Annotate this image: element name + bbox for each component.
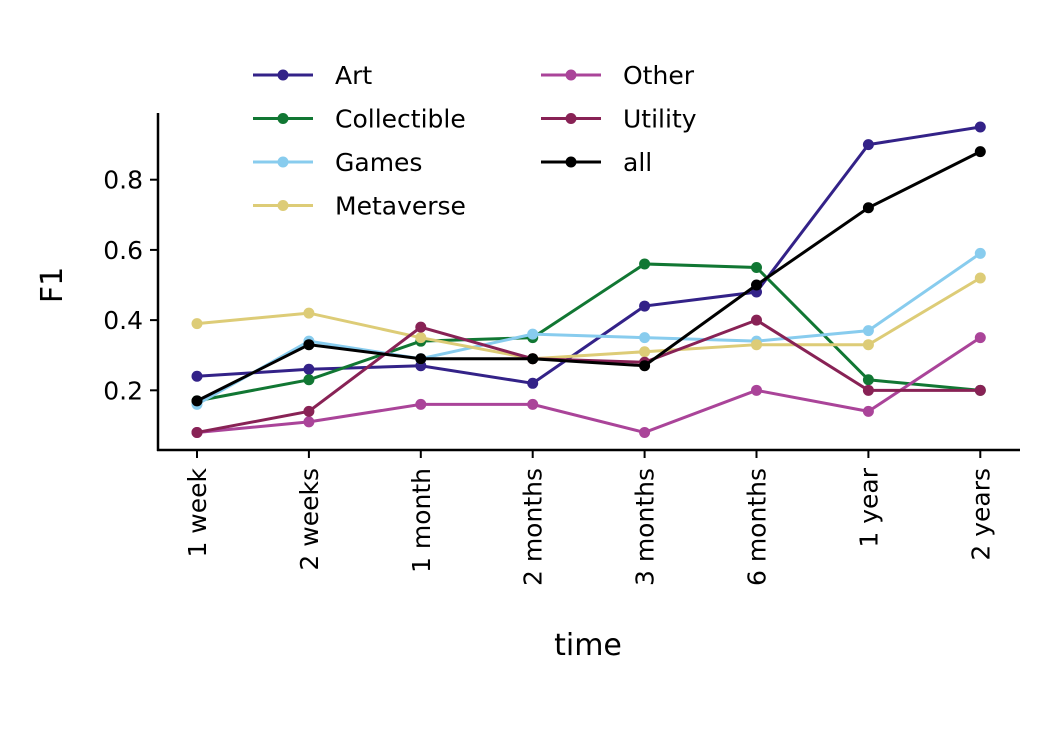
- point: [751, 339, 762, 351]
- point: [751, 279, 762, 291]
- x-tick-label: 1 month: [407, 468, 436, 573]
- legend-marker: [277, 69, 289, 81]
- point: [191, 318, 203, 330]
- y-axis-label: F1: [35, 267, 70, 303]
- series-line: [196, 125, 981, 385]
- point: [415, 332, 427, 344]
- point: [191, 426, 203, 438]
- point: [303, 363, 315, 375]
- legend-marker: [277, 200, 289, 211]
- legend-label: Metaverse: [335, 192, 466, 221]
- point: [862, 405, 874, 417]
- point: [415, 353, 427, 365]
- point: [862, 325, 874, 337]
- point: [303, 416, 315, 428]
- y-tick-label: 0.8: [103, 166, 143, 195]
- point: [191, 370, 203, 382]
- point: [639, 426, 651, 438]
- point: [303, 307, 315, 319]
- y-tick-label: 0.2: [103, 376, 143, 405]
- point: [303, 405, 315, 417]
- x-tick-label: 2 months: [519, 468, 548, 586]
- point: [862, 374, 874, 386]
- point: [191, 395, 203, 407]
- point: [527, 353, 539, 365]
- y-tick-label: 0.4: [103, 306, 143, 335]
- series-line: [196, 336, 982, 435]
- x-tick-label: 2 weeks: [295, 468, 324, 571]
- series-line: [196, 150, 981, 403]
- y-tick-label: 0.6: [103, 236, 143, 265]
- x-tick-label: 2 years: [966, 468, 995, 561]
- x-axis-label: time: [554, 628, 622, 663]
- legend-label: all: [623, 148, 652, 177]
- point: [862, 139, 874, 151]
- legend-marker: [277, 156, 289, 168]
- point: [974, 121, 986, 133]
- point: [303, 339, 315, 351]
- point: [751, 261, 762, 273]
- point: [974, 384, 986, 396]
- legend-label: Other: [623, 61, 695, 90]
- point: [862, 202, 874, 214]
- point: [974, 332, 986, 344]
- legend-marker: [277, 113, 289, 124]
- point: [415, 321, 427, 333]
- x-tick-label: 1 year: [854, 467, 883, 547]
- x-tick-label: 3 months: [631, 468, 660, 586]
- point: [639, 300, 651, 312]
- point: [639, 346, 651, 358]
- point: [974, 247, 986, 259]
- point: [974, 272, 986, 284]
- point: [527, 328, 539, 340]
- legend-label: Games: [335, 148, 422, 177]
- point: [527, 377, 539, 389]
- series-line: [196, 252, 982, 406]
- x-tick-label: 6 months: [743, 468, 772, 586]
- x-tick-label: 1 week: [183, 467, 212, 557]
- series-line: [196, 276, 982, 361]
- legend-marker: [565, 156, 577, 168]
- point: [751, 384, 762, 396]
- point: [639, 360, 651, 372]
- legend-label: Collectible: [335, 105, 466, 134]
- point: [415, 398, 427, 410]
- legend-label: Art: [335, 61, 372, 90]
- point: [639, 258, 651, 270]
- legend-label: Utility: [623, 105, 697, 134]
- series-line: [196, 318, 981, 434]
- legend-marker: [565, 113, 577, 124]
- point: [862, 339, 874, 351]
- point: [527, 398, 539, 410]
- point: [639, 332, 651, 344]
- point: [303, 374, 315, 386]
- point: [974, 146, 986, 158]
- point: [862, 384, 874, 396]
- point: [751, 314, 762, 326]
- legend-marker: [565, 69, 577, 81]
- series-line: [196, 262, 981, 403]
